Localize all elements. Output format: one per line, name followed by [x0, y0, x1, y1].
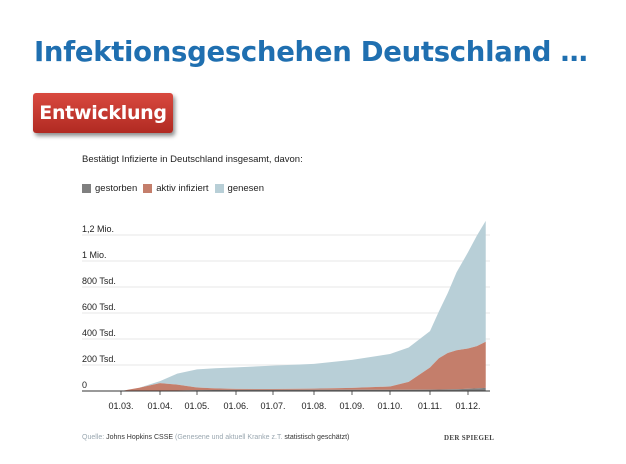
source-estimated: statistisch geschätzt)	[284, 434, 350, 441]
y-tick-label: 400 Tsd.	[82, 328, 116, 338]
legend-item-aktiv: aktiv infiziert	[143, 183, 209, 194]
chart-subtitle: Bestätigt Infizierte in Deutschland insg…	[82, 154, 303, 165]
y-tick-label: 600 Tsd.	[82, 302, 116, 312]
x-tick-label: 01.09.	[339, 401, 364, 411]
area-gestorben	[121, 387, 486, 391]
x-tick-label: 01.04.	[147, 401, 172, 411]
legend-swatch-genesen	[214, 184, 224, 193]
y-tick-label: 0	[82, 380, 87, 390]
legend-item-genesen: genesen	[214, 183, 264, 194]
legend-swatch-aktiv	[143, 184, 153, 193]
x-tick-label: 01.11.	[418, 401, 442, 411]
x-tick-label: 01.06.	[223, 401, 248, 411]
area-genesen	[121, 220, 486, 391]
y-tick-label: 200 Tsd.	[82, 354, 116, 364]
legend-item-gestorben: gestorben	[82, 183, 137, 194]
x-tick-label: 01.10.	[377, 401, 402, 411]
legend-swatch-gestorben	[82, 184, 91, 193]
x-tick-label: 01.08.	[301, 401, 326, 411]
area-aktiv	[121, 341, 486, 391]
brand-logo: DER SPIEGEL	[444, 434, 495, 442]
y-tick-label: 1 Mio.	[82, 250, 107, 260]
x-tick-label: 01.05.	[184, 401, 209, 411]
source-note: (Genesene und aktuell Kranke z.T.	[175, 434, 283, 441]
section-badge: Entwicklung	[33, 93, 173, 133]
slide-title: Infektionsgeschehen Deutschland …	[34, 36, 588, 68]
source-label: Quelle:	[82, 434, 105, 441]
x-tick-label: 01.03.	[108, 401, 133, 411]
legend-label-gestorben: gestorben	[95, 183, 138, 194]
legend-label-genesen: genesen	[227, 183, 264, 194]
x-tick-label: 01.12.	[455, 401, 480, 411]
x-tick-label: 01.07.	[260, 401, 285, 411]
chart-source: Quelle: Johns Hopkins CSSE (Genesene und…	[82, 434, 349, 441]
legend-label-aktiv: aktiv infiziert	[156, 183, 209, 194]
source-org: Johns Hopkins CSSE	[106, 434, 174, 441]
chart-legend: gestorben aktiv infiziert genesen	[82, 183, 270, 194]
y-tick-label: 800 Tsd.	[82, 276, 116, 286]
y-tick-label: 1,2 Mio.	[82, 224, 114, 234]
